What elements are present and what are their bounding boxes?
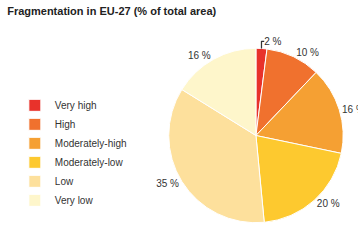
svg-text:Moderately-high: Moderately-high bbox=[55, 138, 127, 149]
svg-text:16 %: 16 % bbox=[342, 104, 358, 115]
svg-text:Low: Low bbox=[55, 176, 74, 187]
svg-text:Fragmentation in EU-27 (% of t: Fragmentation in EU-27 (% of total area) bbox=[7, 5, 216, 17]
svg-text:2 %: 2 % bbox=[264, 36, 281, 47]
svg-text:Very low: Very low bbox=[55, 195, 94, 206]
svg-text:High: High bbox=[55, 119, 76, 130]
svg-text:35 %: 35 % bbox=[156, 178, 179, 189]
svg-text:10 %: 10 % bbox=[296, 47, 319, 58]
svg-text:Very high: Very high bbox=[55, 100, 97, 111]
svg-text:Moderately-low: Moderately-low bbox=[55, 157, 124, 168]
svg-text:20 %: 20 % bbox=[317, 198, 340, 209]
svg-text:16 %: 16 % bbox=[188, 50, 211, 61]
